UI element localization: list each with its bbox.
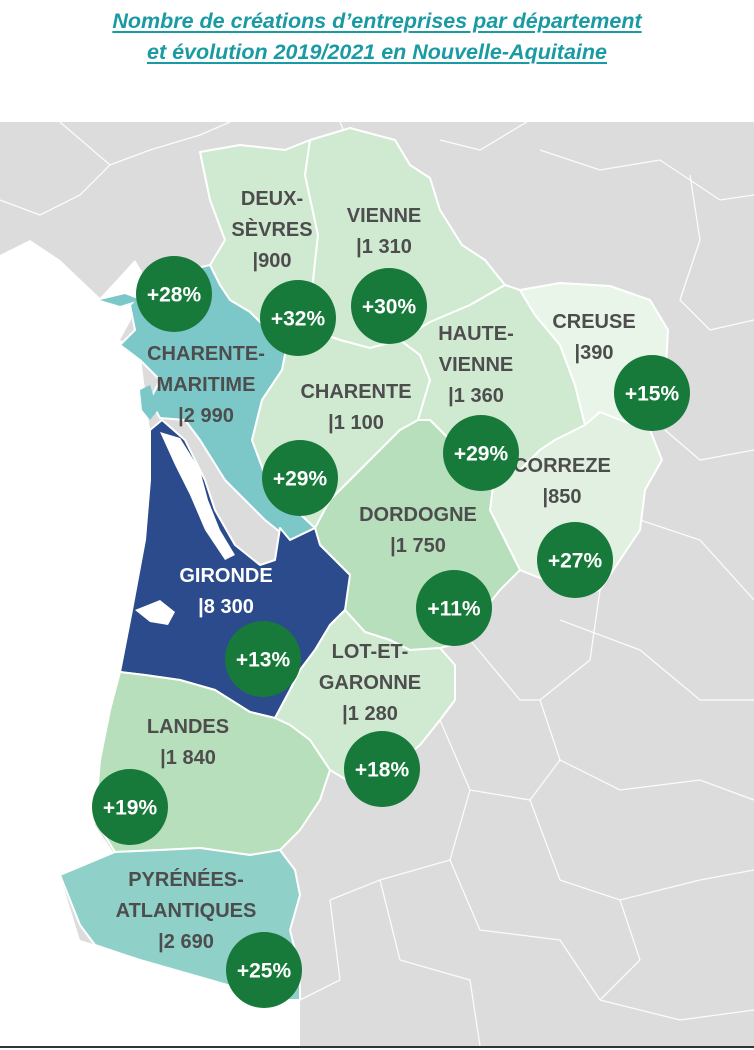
- dept-value-creuse: |390: [575, 342, 614, 364]
- growth-badge-correze: [537, 522, 613, 598]
- dept-value-gironde: |8 300: [198, 596, 254, 618]
- border-line: [439, 719, 561, 801]
- dept-name-deux-sevres: SÈVRES: [231, 218, 312, 241]
- growth-badge-creuse: [614, 355, 690, 431]
- dept-value-vienne: |1 310: [356, 236, 412, 258]
- dept-name-charente-maritime: MARITIME: [157, 374, 256, 396]
- dept-name-deux-sevres: DEUX-: [241, 188, 303, 210]
- dept-name-lot-et-garonne: LOT-ET-: [332, 641, 409, 663]
- border-line: [379, 879, 481, 1047]
- map-title-line-2: et évolution 2019/2021 en Nouvelle-Aquit…: [146, 40, 607, 64]
- border-line: [679, 174, 754, 331]
- dept-name-haute-vienne: VIENNE: [439, 354, 513, 376]
- dept-name-correze: CORREZE: [513, 455, 611, 477]
- border-line: [539, 149, 754, 201]
- growth-value-haute-vienne: +29%: [454, 443, 509, 466]
- border-line: [0, 164, 111, 216]
- dept-name-charente-maritime: CHARENTE-: [147, 343, 265, 365]
- growth-value-gironde: +13%: [236, 649, 291, 672]
- growth-badges: +28% +32% +30% +29% +29% +15% +27% +11% +13% +18%…: [92, 256, 690, 1008]
- border-line: [59, 121, 231, 166]
- growth-value-pyrenees-atlantiques: +25%: [237, 960, 292, 983]
- dept-name-lot-et-garonne: GARONNE: [319, 672, 421, 694]
- border-line: [664, 429, 754, 461]
- growth-value-charente-maritime: +30%: [362, 296, 417, 319]
- dept-name-haute-vienne: HAUTE-: [438, 323, 514, 345]
- growth-badge-landes: [92, 769, 168, 845]
- dept-value-correze: |850: [543, 486, 582, 508]
- growth-badge-deux-sevres: [136, 256, 212, 332]
- growth-badge-haute-vienne: [443, 415, 519, 491]
- growth-value-charente: +29%: [273, 468, 328, 491]
- dept-value-deux-sevres: |900: [253, 250, 292, 272]
- dept-name-gironde: GIRONDE: [179, 565, 272, 587]
- department-labels: DEUX- SÈVRES |900 VIENNE |1 310 CHARENTE- MARI…: [116, 188, 636, 953]
- growth-value-dordogne: +11%: [427, 598, 480, 621]
- border-line: [559, 619, 754, 701]
- dept-value-haute-vienne: |1 360: [448, 385, 504, 407]
- dept-value-landes: |1 840: [160, 747, 216, 769]
- dept-value-pyrenees-atlantiques: |2 690: [158, 931, 214, 953]
- growth-badge-charente-maritime: [351, 268, 427, 344]
- dept-value-charente-maritime: |2 990: [178, 405, 234, 427]
- gironde-estuary: [160, 432, 235, 560]
- growth-value-lot-et-garonne: +18%: [355, 759, 410, 782]
- dept-name-creuse: CREUSE: [552, 311, 635, 333]
- growth-badge-pyrenees-atlantiques: [226, 932, 302, 1008]
- arcachon-basin: [135, 600, 175, 625]
- growth-value-correze: +27%: [548, 550, 603, 573]
- dept-name-landes: LANDES: [147, 716, 229, 738]
- border-line: [329, 789, 471, 901]
- border-line: [469, 639, 540, 701]
- ile-de-re: [100, 294, 140, 306]
- growth-value-creuse: +15%: [625, 383, 680, 406]
- map-title: Nombre de créations d’entreprises par dé…: [0, 6, 754, 68]
- growth-badge-dordogne: [416, 570, 492, 646]
- border-line: [449, 859, 754, 1021]
- dept-value-dordogne: |1 750: [390, 535, 446, 557]
- border-line: [299, 899, 341, 1001]
- dept-name-dordogne: DORDOGNE: [359, 504, 477, 526]
- growth-badge-gironde: [225, 621, 301, 697]
- growth-value-deux-sevres: +28%: [147, 284, 202, 307]
- bottom-rule: [0, 1046, 754, 1048]
- dept-value-lot-et-garonne: |1 280: [342, 703, 398, 725]
- growth-badge-charente: [262, 440, 338, 516]
- border-line: [599, 899, 641, 1001]
- ile-d-oleron: [140, 385, 158, 420]
- dept-name-vienne: VIENNE: [347, 205, 421, 227]
- neighbour-borders: [0, 119, 754, 1047]
- dept-name-pyrenees-atlantiques: PYRÉNÉES-: [128, 868, 244, 891]
- growth-value-vienne: +32%: [271, 308, 326, 331]
- dept-name-charente: CHARENTE: [300, 381, 411, 403]
- border-line: [439, 119, 531, 151]
- growth-badge-lot-et-garonne: [344, 731, 420, 807]
- growth-badge-vienne: [260, 280, 336, 356]
- growth-value-landes: +19%: [103, 797, 158, 820]
- map-title-line-1: Nombre de créations d’entreprises par dé…: [112, 9, 642, 33]
- dept-value-charente: |1 100: [328, 412, 384, 434]
- dept-name-pyrenees-atlantiques: ATLANTIQUES: [116, 900, 257, 922]
- border-line: [639, 519, 754, 601]
